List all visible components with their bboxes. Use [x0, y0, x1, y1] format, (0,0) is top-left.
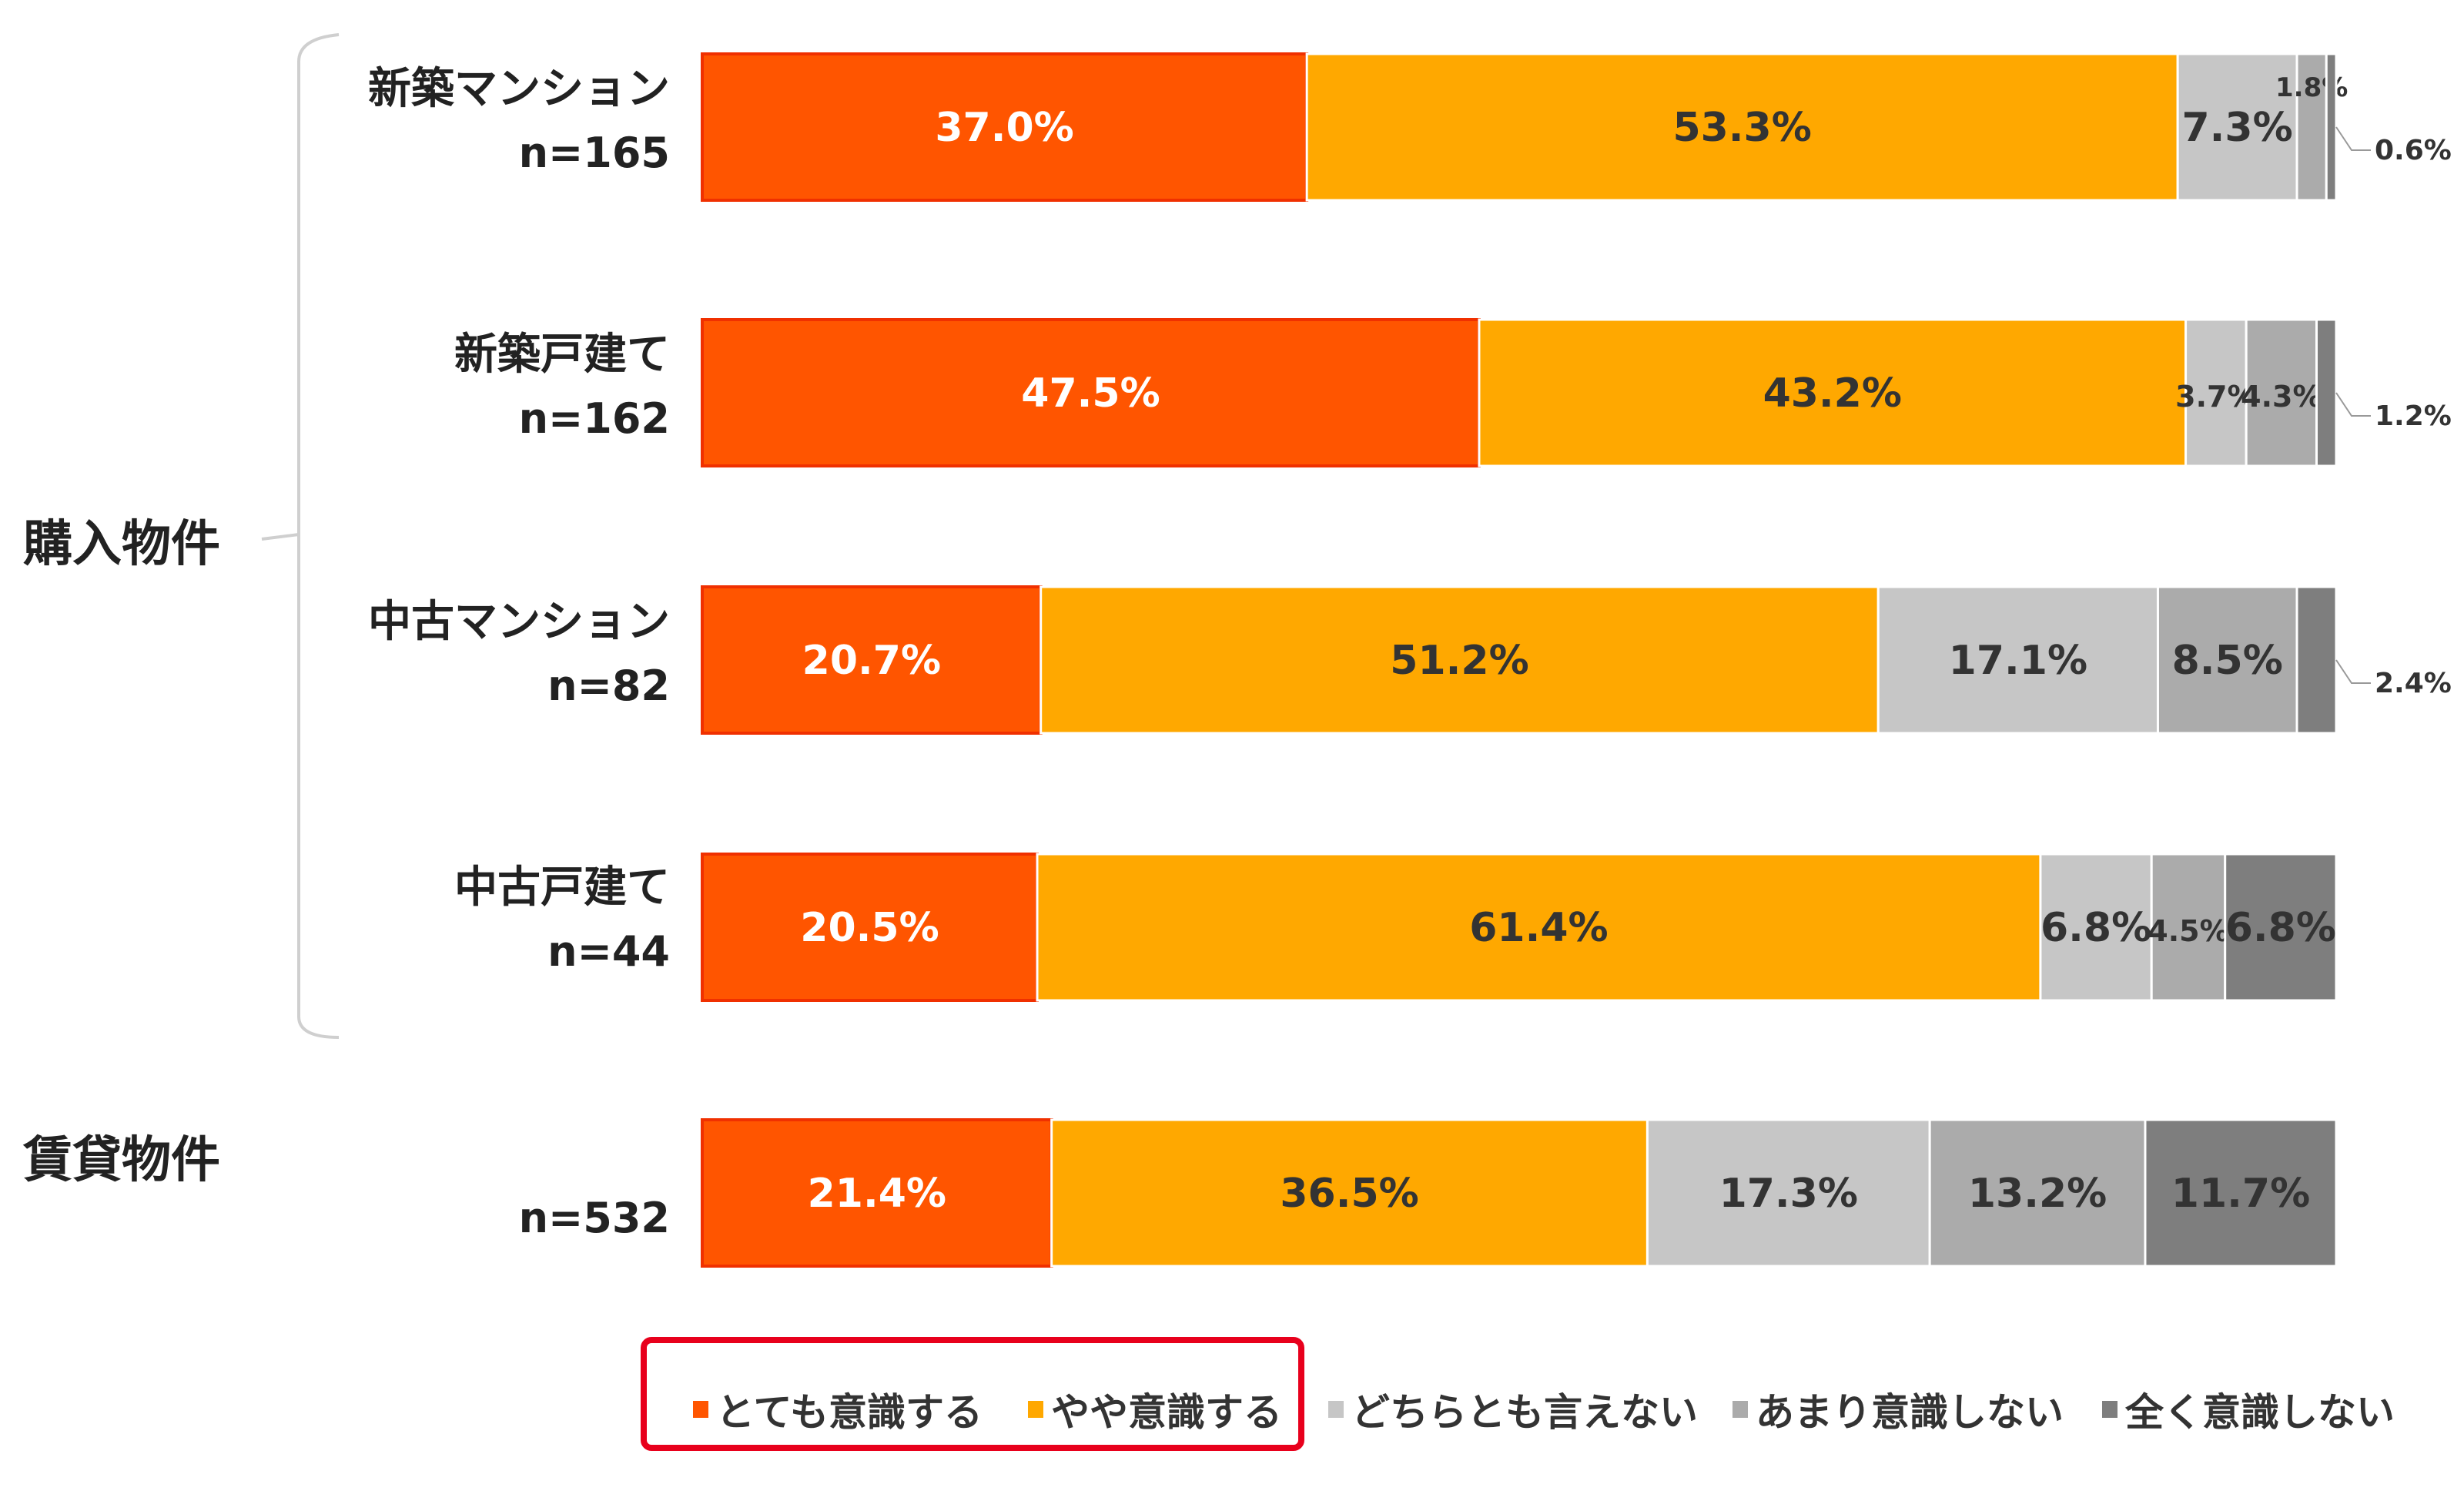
data-label: 0.6%: [2375, 135, 2452, 166]
legend-swatch: [693, 1401, 708, 1418]
row-label-used-house: 中古戸建て n=44: [454, 866, 670, 973]
row-label-new-house: 新築戸建て n=162: [454, 333, 670, 440]
legend-label: 全く意識しない: [2125, 1390, 2395, 1435]
bar-segment: [701, 1118, 1053, 1268]
sample-size: n=165: [518, 129, 670, 177]
group-label-purchase: 購入物件: [23, 516, 220, 573]
legend-item-not-much: あまり意識しない: [1732, 1386, 2064, 1435]
category-label: 中古戸建て: [454, 863, 670, 913]
leader-line: [2335, 659, 2371, 684]
bar-segment: [2224, 853, 2338, 1002]
data-label: 47.5%: [1021, 370, 1160, 417]
sample-size: n=44: [547, 927, 670, 976]
legend-swatch: [2102, 1401, 2118, 1418]
sample-size: n=162: [518, 394, 670, 443]
bar-segment: [2144, 1118, 2338, 1268]
bar-segment: [701, 318, 1481, 467]
data-label: 4.3%: [2241, 380, 2322, 414]
bar-segment: [1478, 318, 2188, 467]
bar-segment: [2315, 318, 2338, 467]
data-label: 3.7%: [2175, 380, 2256, 414]
data-label: 6.8%: [2225, 905, 2336, 951]
data-label: 6.8%: [2040, 905, 2151, 951]
legend-item-somewhat: やや意識する: [1028, 1386, 1282, 1435]
data-label: 8.5%: [2172, 638, 2283, 684]
category-label: 新築マンション: [368, 64, 670, 114]
data-label: 53.3%: [1672, 105, 1811, 151]
category-label: 中古マンション: [368, 597, 670, 647]
bar-segment: [1928, 1118, 2147, 1268]
data-label: 21.4%: [808, 1171, 946, 1217]
data-label: 1.2%: [2375, 400, 2452, 432]
bar-segment: [1036, 853, 2042, 1002]
bar-segment: [1305, 52, 2179, 202]
bar-segment: [2176, 52, 2298, 202]
legend-swatch: [1328, 1401, 1344, 1418]
row-label-used-condo: 中古マンション n=82: [368, 601, 670, 707]
group-bracket: [261, 33, 340, 1039]
legend-label: とても意識する: [716, 1390, 983, 1435]
data-label: 37.0%: [935, 105, 1073, 151]
bar-segment: [1876, 585, 2159, 735]
bar-segment: [701, 585, 1043, 735]
data-label: 2.4%: [2375, 668, 2452, 699]
bar-segment: [2325, 52, 2338, 202]
data-label: 17.3%: [1719, 1171, 1858, 1217]
bar-segment: [2245, 318, 2318, 467]
data-label: 51.2%: [1390, 638, 1528, 684]
bar-segment: [2156, 585, 2298, 735]
data-label: 43.2%: [1763, 370, 1902, 417]
leader-line: [2335, 392, 2371, 417]
legend-item-neutral: どちらとも言えない: [1328, 1386, 1698, 1435]
legend-item-not-at-all: 全く意識しない: [2102, 1386, 2395, 1435]
data-label: 13.2%: [1968, 1171, 2107, 1217]
legend-label: あまり意識しない: [1756, 1390, 2064, 1435]
legend-swatch: [1028, 1401, 1043, 1418]
data-label: 17.1%: [1949, 638, 2087, 684]
legend-label: やや意識する: [1051, 1390, 1282, 1435]
category-label: 新築戸建て: [454, 330, 670, 380]
data-label: 20.5%: [800, 905, 939, 951]
legend-highlight-box: [641, 1337, 1304, 1451]
data-label: 4.5%: [2148, 914, 2228, 948]
legend-label: どちらとも言えない: [1351, 1390, 1698, 1435]
data-label: 11.7%: [2171, 1171, 2310, 1217]
data-label: 36.5%: [1280, 1171, 1418, 1217]
bar-segment: [701, 853, 1040, 1002]
group-label-rental: 賃貸物件: [23, 1132, 220, 1189]
row-label-rental: n=532: [519, 1198, 670, 1239]
data-label: 20.7%: [802, 638, 941, 684]
sample-size: n=532: [518, 1194, 670, 1242]
leader-line: [2335, 126, 2371, 151]
bar-segment: [2295, 585, 2338, 735]
bar-segment: [701, 52, 1309, 202]
bar-segment: [1040, 585, 1880, 735]
data-label: 7.3%: [2182, 105, 2293, 151]
legend-swatch: [1732, 1401, 1748, 1418]
row-label-new-condo: 新築マンション n=165: [368, 68, 670, 174]
data-label: 61.4%: [1469, 905, 1608, 951]
sample-size: n=82: [547, 662, 670, 710]
legend-item-very: とても意識する: [693, 1386, 983, 1435]
